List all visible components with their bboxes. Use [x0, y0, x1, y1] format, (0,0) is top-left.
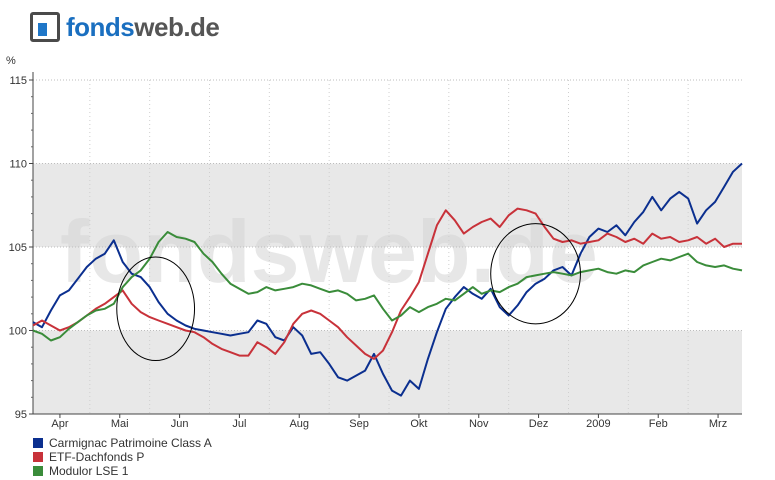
legend-item: ETF-Dachfonds P — [33, 450, 212, 464]
x-tick-label: Apr — [51, 418, 68, 430]
legend-swatch — [33, 452, 43, 462]
highlight-ellipse — [490, 223, 581, 325]
y-unit-label: % — [6, 55, 16, 67]
x-tick-label: Sep — [349, 418, 369, 430]
legend-swatch — [33, 466, 43, 476]
y-tick-label: 105 — [9, 242, 27, 254]
legend-item: Modulor LSE 1 — [33, 464, 212, 478]
x-tick-label: Mai — [111, 418, 129, 430]
legend-label: Carmignac Patrimoine Class A — [49, 436, 212, 450]
x-tick-label: Okt — [410, 418, 427, 430]
x-tick-label: Dez — [529, 418, 549, 430]
highlight-ellipse — [116, 256, 196, 362]
x-tick-label: Feb — [649, 418, 668, 430]
series-line — [32, 231, 743, 342]
y-tick-label: 110 — [9, 159, 27, 171]
legend-label: Modulor LSE 1 — [49, 464, 129, 478]
series-line — [32, 162, 743, 397]
x-tick-label: Nov — [469, 418, 489, 430]
y-tick-label: 115 — [9, 75, 27, 87]
x-tick-label: 2009 — [586, 418, 610, 430]
series-line — [32, 207, 742, 360]
fondsweb-logo[interactable]: fondsweb.de — [30, 10, 220, 44]
y-tick-label: 95 — [15, 409, 27, 421]
plot-band — [33, 80, 742, 164]
plot-band — [33, 330, 742, 414]
logo-icon — [30, 12, 60, 42]
chart-legend: Carmignac Patrimoine Class A ETF-Dachfon… — [33, 436, 212, 478]
x-tick-label: Jun — [171, 418, 189, 430]
x-tick-label: Jul — [232, 418, 246, 430]
legend-label: ETF-Dachfonds P — [49, 450, 145, 464]
legend-item: Carmignac Patrimoine Class A — [33, 436, 212, 450]
logo-text: fondsweb.de — [66, 12, 220, 42]
y-tick-label: 100 — [9, 326, 27, 338]
x-tick-label: Aug — [289, 418, 309, 430]
legend-swatch — [33, 438, 43, 448]
x-tick-label: Mrz — [709, 418, 727, 430]
